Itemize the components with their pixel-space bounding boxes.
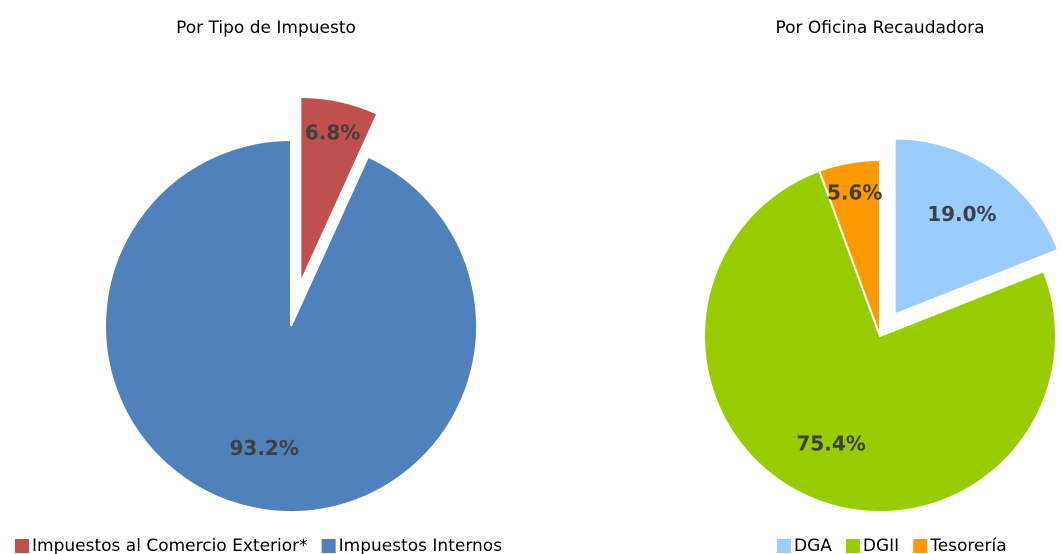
data-label: 93.2% bbox=[229, 436, 298, 460]
legend-swatch bbox=[15, 539, 29, 553]
data-label: 75.4% bbox=[796, 432, 865, 456]
chart-title: Por Oficina Recaudadora bbox=[775, 18, 984, 38]
legend-label: DGII bbox=[863, 536, 899, 554]
data-label: 19.0% bbox=[927, 202, 996, 226]
legend-label: Tesorería bbox=[929, 536, 1006, 554]
legend-swatch bbox=[913, 539, 928, 553]
legend-label: DGA bbox=[794, 536, 832, 554]
legend-swatch bbox=[321, 539, 336, 553]
legend-swatch bbox=[845, 539, 860, 553]
data-label: 6.8% bbox=[305, 120, 360, 144]
legend-swatch bbox=[777, 539, 791, 553]
pie-slice bbox=[703, 169, 1057, 513]
data-label: 5.6% bbox=[827, 180, 882, 204]
pie-slice bbox=[299, 95, 379, 284]
legend-label: Impuestos Internos bbox=[339, 536, 503, 554]
pie-slice bbox=[893, 137, 1060, 316]
chart-title: Por Tipo de Impuesto bbox=[176, 18, 356, 38]
pie-slice bbox=[104, 138, 478, 513]
legend-label: Impuestos al Comercio Exterior* bbox=[32, 536, 308, 554]
pie-slice bbox=[818, 158, 881, 337]
